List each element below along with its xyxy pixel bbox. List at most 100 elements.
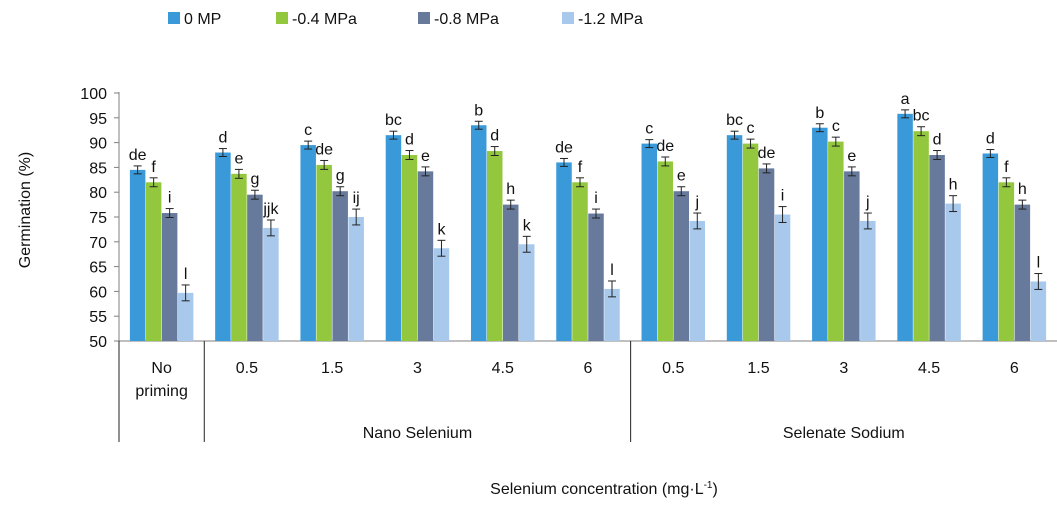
x-tick-label: 6 — [1010, 360, 1019, 377]
legend-swatch — [276, 12, 288, 24]
x-tick-label: 0.5 — [662, 360, 684, 377]
bar — [502, 204, 519, 341]
group-label: Selenate Sodium — [783, 425, 905, 442]
significance-letter: de — [656, 138, 674, 155]
bar — [300, 145, 316, 341]
bar — [486, 151, 503, 341]
chart-legend: 0 MP -0.4 MPa -0.8 MPa -1.2 MPa — [168, 11, 643, 28]
bar — [828, 141, 844, 341]
significance-letter: f — [1004, 159, 1009, 176]
bar — [401, 155, 418, 341]
bar — [657, 161, 674, 341]
bar — [844, 171, 860, 341]
bar — [982, 153, 999, 341]
bar — [161, 213, 178, 341]
significance-letter: b — [474, 102, 483, 119]
bar — [689, 220, 706, 341]
significance-letter: j — [865, 194, 870, 211]
bar — [129, 169, 146, 341]
significance-letter: e — [421, 148, 430, 165]
y-tick-label: 90 — [89, 136, 107, 153]
x-tick-label: 1.5 — [321, 360, 343, 377]
bar — [641, 143, 658, 341]
y-tick-label: 60 — [89, 284, 107, 301]
x-tick-label: 4.5 — [492, 360, 514, 377]
significance-letter: d — [218, 130, 227, 147]
significance-letter: a — [901, 91, 910, 108]
bar — [332, 191, 348, 341]
bar — [316, 164, 332, 341]
legend-swatch — [562, 12, 574, 24]
significance-letter: ij — [353, 190, 360, 207]
significance-letter: b — [815, 105, 824, 122]
y-tick-label: 65 — [89, 260, 107, 277]
y-axis-label: Germination (%) — [17, 152, 34, 268]
significance-letter: j — [694, 194, 699, 211]
significance-letter: e — [847, 148, 856, 165]
bar — [231, 173, 247, 341]
bar — [913, 131, 929, 341]
significance-letter: g — [336, 168, 345, 185]
x-tick-label: 3 — [839, 360, 848, 377]
significance-letter: l — [1037, 255, 1041, 272]
significance-letter: de — [555, 139, 573, 156]
bar — [673, 191, 690, 341]
x-tick-label: 0.5 — [236, 360, 258, 377]
bar — [215, 152, 231, 341]
significance-letter: i — [594, 190, 598, 207]
significance-letter: h — [506, 181, 515, 198]
legend-swatch — [168, 12, 180, 24]
x-tick-label: 3 — [413, 360, 422, 377]
significance-letter: e — [677, 168, 686, 185]
significance-letter: k — [523, 217, 532, 234]
bar — [433, 248, 450, 341]
bar — [263, 227, 279, 341]
significance-letter: bc — [385, 112, 402, 129]
significance-letter: h — [949, 177, 958, 194]
significance-letter: f — [151, 159, 156, 176]
bar — [726, 135, 743, 341]
y-tick-label: 50 — [89, 334, 107, 351]
significance-letter: c — [645, 121, 653, 138]
y-tick-label: 100 — [80, 86, 107, 103]
x-tick-label: No — [151, 360, 172, 377]
significance-letter: d — [933, 132, 942, 149]
bar — [929, 155, 945, 341]
group-label: Nano Selenium — [363, 425, 472, 442]
bar — [945, 203, 961, 341]
significance-letter: de — [758, 145, 776, 162]
significance-letter: e — [234, 150, 243, 167]
bar — [604, 288, 620, 341]
significance-letter: c — [832, 118, 840, 135]
bar — [998, 182, 1015, 341]
legend-label: -0.8 MPa — [434, 11, 499, 28]
bar — [145, 182, 162, 341]
bar — [758, 168, 775, 341]
y-tick-label: 75 — [89, 210, 107, 227]
significance-letter: c — [304, 122, 312, 139]
significance-letter: jjk — [262, 201, 279, 218]
significance-letter: de — [315, 141, 333, 158]
bar — [518, 244, 535, 341]
bar — [385, 135, 402, 341]
y-tick-label: 70 — [89, 235, 107, 252]
bar — [742, 143, 759, 341]
significance-letter: c — [747, 120, 755, 137]
significance-letter: l — [184, 266, 188, 283]
significance-letter: d — [405, 132, 414, 149]
bar — [348, 217, 364, 341]
significance-letter: i — [168, 190, 172, 207]
x-tick-label: 6 — [584, 360, 593, 377]
legend-label: -0.4 MPa — [292, 11, 357, 28]
x-axis-title: Selenium concentration (mg·L-1) — [490, 480, 718, 498]
x-tick-label: 1.5 — [747, 360, 769, 377]
legend-label: 0 MP — [184, 11, 221, 28]
bar — [588, 213, 604, 341]
bar — [1030, 281, 1047, 341]
bar — [572, 182, 588, 341]
significance-letter: bc — [913, 108, 930, 125]
significance-letter: f — [578, 159, 583, 176]
x-tick-label: 4.5 — [918, 360, 940, 377]
